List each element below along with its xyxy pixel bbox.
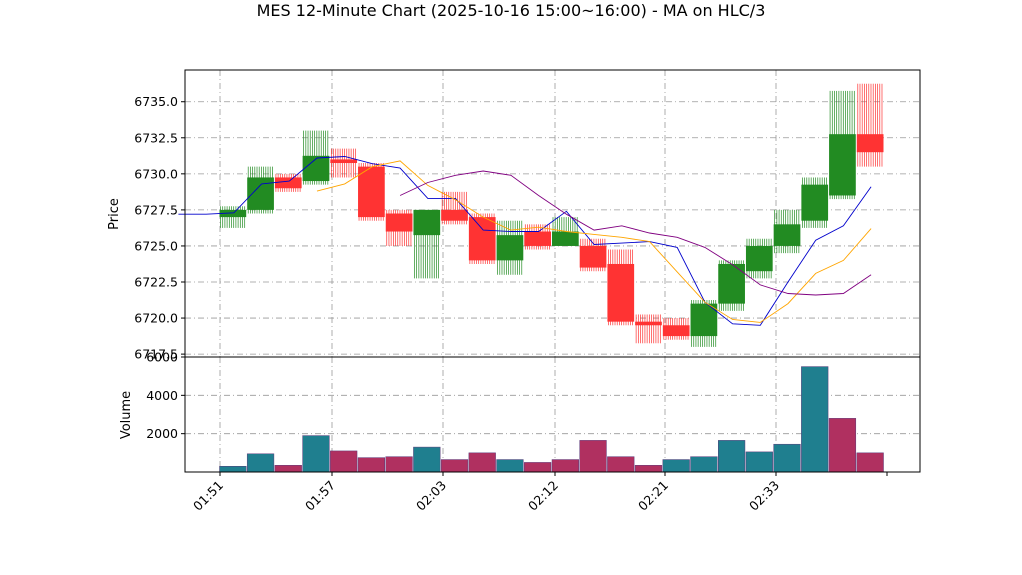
volume-bar bbox=[718, 440, 746, 473]
volume-bar bbox=[385, 456, 413, 473]
volume-bar bbox=[357, 457, 385, 473]
volume-bar bbox=[745, 451, 773, 473]
volume-bar bbox=[302, 435, 330, 473]
volume-bar bbox=[690, 456, 718, 473]
price-tick-label: 6717.5 bbox=[134, 347, 178, 362]
x-tick-label: 02:03 bbox=[413, 478, 449, 514]
volume-bar bbox=[524, 462, 552, 473]
candle-up bbox=[773, 209, 801, 254]
candle-up bbox=[745, 238, 773, 279]
candle-body bbox=[552, 231, 579, 246]
candle-body bbox=[662, 325, 690, 337]
candle-body bbox=[468, 217, 496, 261]
candle-down bbox=[330, 148, 358, 178]
candle-body bbox=[524, 231, 551, 246]
volume-axis-title: Volume bbox=[119, 391, 134, 439]
candle-body bbox=[330, 159, 358, 164]
candle-up bbox=[829, 90, 856, 200]
x-tick-label: 02:21 bbox=[635, 478, 671, 514]
volume-tick-label: 6000 bbox=[146, 350, 178, 365]
candle-up bbox=[801, 177, 829, 228]
candle-down bbox=[662, 318, 690, 340]
candle-body bbox=[856, 134, 884, 153]
ma-line bbox=[316, 160, 872, 323]
candle-up bbox=[219, 206, 247, 228]
volume-bar bbox=[607, 456, 635, 473]
volume-frame bbox=[184, 356, 921, 473]
volume-bar bbox=[440, 459, 469, 473]
volume-bar bbox=[274, 465, 302, 473]
candle-body bbox=[607, 263, 635, 322]
price-tick-label: 6722.5 bbox=[134, 275, 178, 290]
candle-down bbox=[274, 173, 302, 192]
candle-down bbox=[358, 163, 385, 221]
price-tick-label: 6735.0 bbox=[134, 94, 178, 109]
candle-down bbox=[524, 224, 551, 250]
candle-body bbox=[745, 245, 773, 272]
ma-line bbox=[399, 170, 872, 296]
volume-tick-label: 4000 bbox=[146, 388, 178, 403]
volume-bar bbox=[828, 418, 857, 473]
price-tick-label: 6725.0 bbox=[134, 238, 178, 253]
volume-bar bbox=[413, 446, 441, 473]
volume-tick-label: 2000 bbox=[146, 426, 178, 441]
volume-bar bbox=[856, 452, 884, 473]
volume-bar bbox=[662, 459, 690, 473]
x-axis: 01:51 01:57 02:03 02:12 02:21 02:33 bbox=[190, 472, 888, 514]
candle-body bbox=[829, 134, 856, 196]
candle-body bbox=[773, 224, 801, 246]
candle-body bbox=[496, 235, 524, 261]
candle-down bbox=[635, 314, 662, 344]
price-axis-title: Price bbox=[107, 198, 122, 230]
volume-bar bbox=[468, 452, 496, 473]
candle-body bbox=[579, 245, 607, 268]
candle-body bbox=[635, 321, 662, 326]
candle-up bbox=[413, 209, 441, 279]
x-tick-label: 01:57 bbox=[302, 478, 338, 514]
candle-up bbox=[302, 130, 330, 185]
x-tick-label: 01:51 bbox=[190, 478, 226, 514]
price-panel: 6717.5 6720.0 6722.5 6725.0 6727.5 6730.0 6732… bbox=[134, 69, 921, 362]
x-tick-label: 02:12 bbox=[525, 478, 561, 514]
volume-bar bbox=[246, 453, 275, 473]
candle-up bbox=[718, 260, 745, 311]
candle-body bbox=[690, 303, 718, 337]
candle-body bbox=[358, 166, 385, 218]
volume-bar bbox=[579, 440, 607, 473]
volume-bar bbox=[551, 459, 579, 473]
price-tick-label: 6732.5 bbox=[134, 130, 178, 145]
price-tick-label: 6720.0 bbox=[134, 311, 178, 326]
candle-up bbox=[247, 166, 274, 214]
volume-bar bbox=[496, 459, 524, 473]
candle-body bbox=[274, 177, 302, 189]
price-tick-label: 6727.5 bbox=[134, 202, 178, 217]
candle-body bbox=[219, 209, 247, 218]
candle-body bbox=[801, 184, 829, 221]
candle-body bbox=[441, 209, 468, 221]
candle-down bbox=[607, 249, 635, 326]
candle-down bbox=[579, 238, 607, 272]
x-tick-label: 02:33 bbox=[746, 478, 782, 514]
volume-bar bbox=[801, 366, 829, 473]
candle-body bbox=[247, 177, 274, 210]
candle-down bbox=[856, 83, 884, 167]
price-tick-label: 6730.0 bbox=[134, 166, 178, 181]
candle-up bbox=[690, 300, 718, 347]
volume-bar bbox=[330, 450, 358, 473]
volume-bar bbox=[773, 443, 801, 473]
volume-bar bbox=[219, 466, 247, 473]
candle-body bbox=[718, 263, 745, 304]
volume-panel: 2000 4000 6000 bbox=[146, 350, 921, 473]
volume-bar bbox=[634, 465, 663, 473]
chart-title: MES 12-Minute Chart (2025-10-16 15:00~16… bbox=[257, 1, 766, 20]
candle-down bbox=[385, 209, 413, 246]
candle-body bbox=[302, 155, 330, 182]
ma-line bbox=[178, 156, 872, 326]
candle-body bbox=[413, 209, 441, 236]
candle-body bbox=[385, 213, 413, 232]
